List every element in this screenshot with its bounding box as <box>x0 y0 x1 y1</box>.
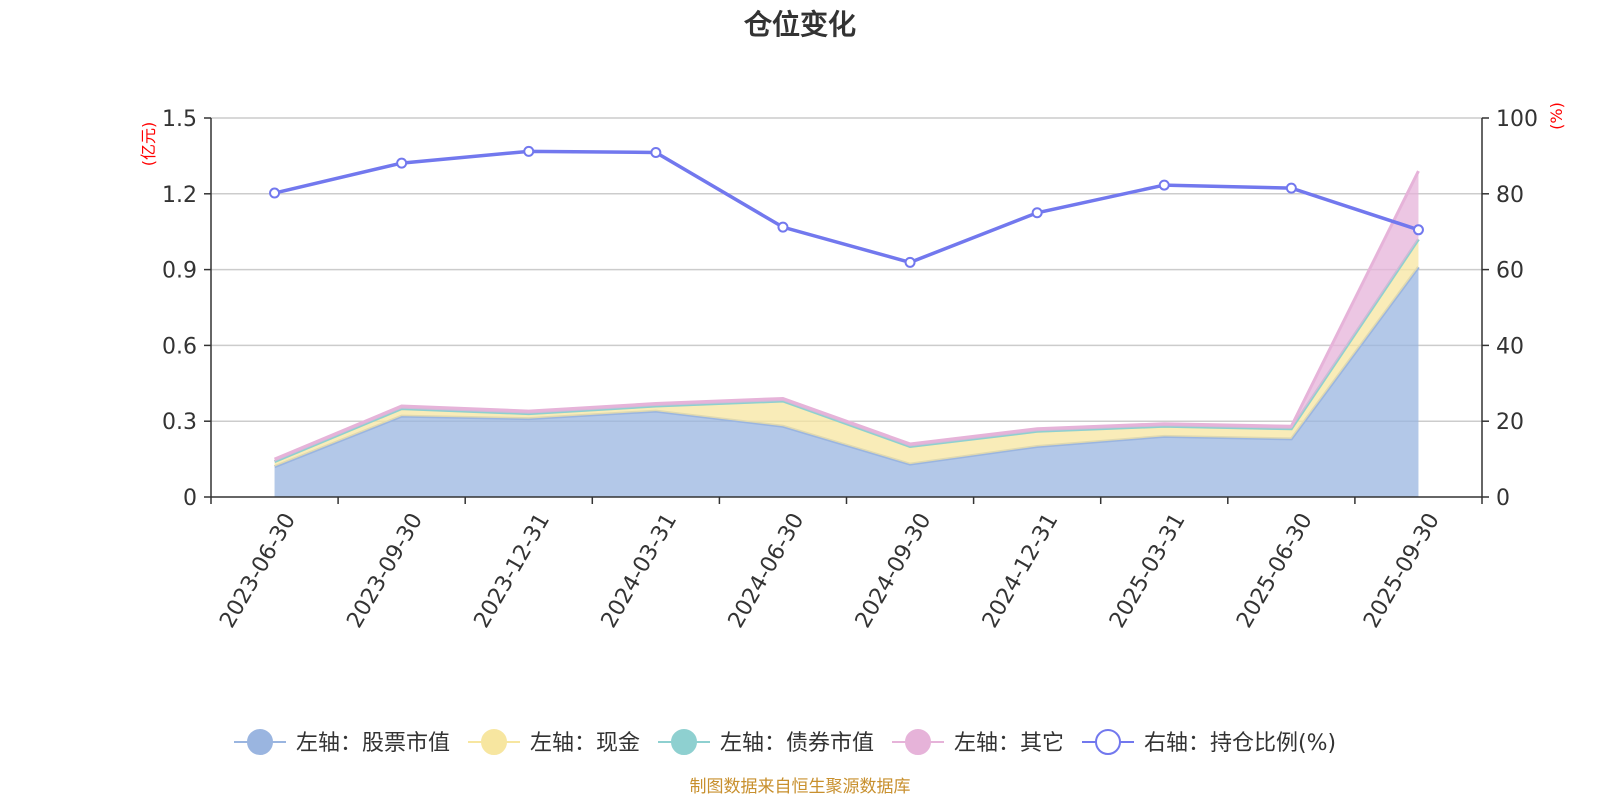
stacked-areas <box>273 170 1420 497</box>
chart-title: 仓位变化 <box>744 8 856 41</box>
left-axis-unit: (亿元) <box>139 122 158 167</box>
ratio-point <box>777 221 789 233</box>
legend-marker <box>1095 729 1121 755</box>
x-tick-label: 2025-06-30 <box>1232 509 1318 632</box>
ratio-point <box>904 256 916 268</box>
ratio-point <box>523 145 535 157</box>
ratio-point <box>1285 182 1297 194</box>
ratio-point <box>269 187 281 199</box>
x-tick-label: 2025-03-31 <box>1105 509 1191 632</box>
legend-label: 右轴：持仓比例(%) <box>1144 731 1336 756</box>
right-axis-unit: (%) <box>1547 102 1566 130</box>
legend-label: 左轴：现金 <box>530 731 640 756</box>
legend-marker <box>481 729 507 755</box>
left-tick-label: 0.9 <box>162 259 197 284</box>
x-tick-label: 2023-09-30 <box>342 509 428 632</box>
legend-marker <box>671 729 697 755</box>
legend: 左轴：股票市值 左轴：现金 左轴：债券市值 左轴：其它 右轴：持仓比例(%) <box>234 729 1336 756</box>
right-tick-label: 40 <box>1496 334 1524 359</box>
area-左轴：股票市值 <box>274 267 1419 497</box>
ratio-point <box>650 146 662 158</box>
left-tick-label: 0.6 <box>162 334 197 359</box>
x-tick-label: 2025-09-30 <box>1359 509 1445 632</box>
x-tick-label: 2024-09-30 <box>851 509 937 632</box>
left-tick-label: 0.3 <box>162 410 197 435</box>
grid-lines <box>211 117 1482 422</box>
right-tick-label: 60 <box>1496 259 1524 284</box>
x-tick-label: 2024-12-31 <box>978 509 1064 632</box>
x-tick-label: 2024-03-31 <box>597 509 683 632</box>
right-tick-label: 100 <box>1496 107 1538 132</box>
x-tick-label: 2024-06-30 <box>724 509 810 632</box>
source-note: 制图数据来自恒生聚源数据库 <box>690 777 911 797</box>
left-tick-label: 0 <box>183 486 197 511</box>
legend-marker <box>905 729 931 755</box>
legend-marker <box>247 729 273 755</box>
right-tick-label: 20 <box>1496 410 1524 435</box>
x-tick-label: 2023-12-31 <box>470 509 556 632</box>
ratio-point <box>1412 224 1424 236</box>
legend-label: 左轴：股票市值 <box>296 731 450 756</box>
area-edge-左轴：其它 <box>273 170 1420 461</box>
ratio-point <box>1158 179 1170 191</box>
legend-label: 左轴：债券市值 <box>720 731 874 756</box>
ratio-line-path <box>274 149 1419 265</box>
left-tick-label: 1.2 <box>162 183 197 208</box>
ratio-point <box>396 157 408 169</box>
ratio-point <box>1031 207 1043 219</box>
legend-label: 左轴：其它 <box>954 731 1064 756</box>
position-ratio-line <box>269 145 1424 268</box>
x-tick-label: 2023-06-30 <box>215 509 301 632</box>
right-tick-label: 0 <box>1496 486 1510 511</box>
right-tick-label: 80 <box>1496 183 1524 208</box>
left-tick-label: 1.5 <box>162 107 197 132</box>
